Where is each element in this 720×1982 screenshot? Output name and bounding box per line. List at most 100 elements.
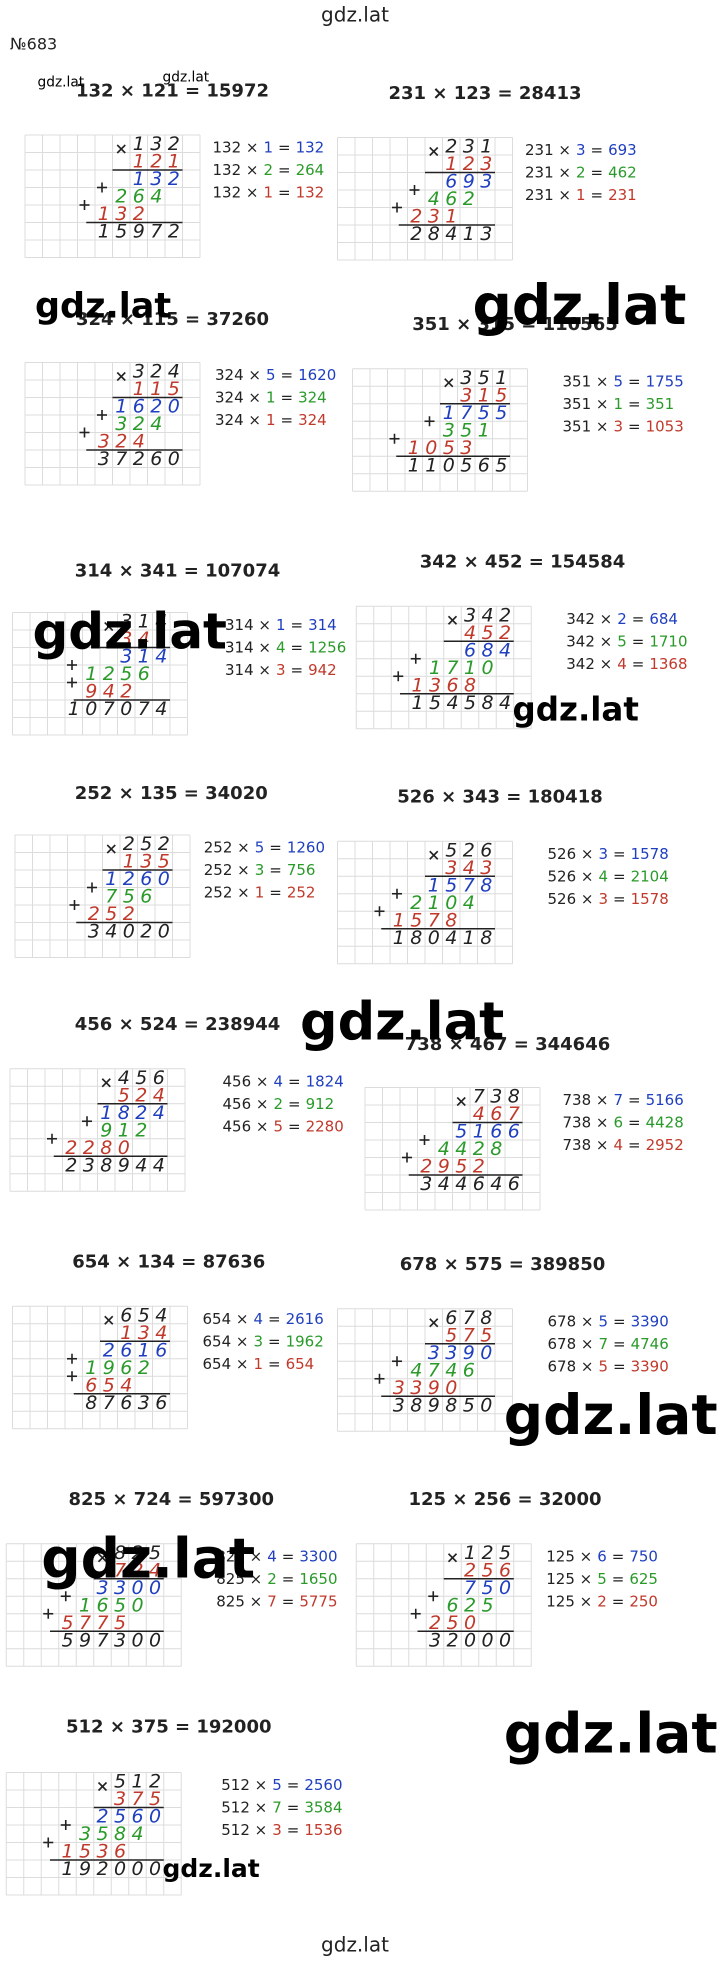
step-part: 2 — [617, 609, 627, 627]
step-part: 1755 — [646, 372, 684, 390]
partial-product: 625 — [446, 1594, 493, 1616]
step-part: 2280 — [306, 1117, 344, 1135]
step-line: 512 × 7 = 3584 — [221, 1798, 342, 1816]
partial-product: 231 — [410, 206, 457, 228]
step-part: 1 — [266, 411, 276, 429]
step-part: = — [281, 411, 294, 429]
step-part: 324 × — [215, 388, 261, 406]
step-part: 3 — [598, 889, 608, 907]
step-part: = — [281, 366, 294, 384]
step-part: 351 × — [563, 417, 609, 435]
multiplier: 575 — [445, 1324, 492, 1346]
step-part: 3 — [255, 861, 265, 879]
step-part: 342 × — [566, 609, 612, 627]
product: 37260 — [98, 448, 180, 470]
step-part: = — [612, 1547, 625, 1565]
times-sign — [104, 621, 114, 632]
step-part: 7 — [267, 1592, 277, 1610]
step-part: 342 × — [566, 654, 612, 672]
step-line: 231 × 2 = 462 — [525, 163, 637, 181]
times-sign — [104, 1315, 114, 1325]
times-sign — [97, 1781, 108, 1792]
step-line: 125 × 5 = 625 — [546, 1569, 658, 1587]
step-part: 1 — [576, 186, 586, 204]
step-part: 2952 — [646, 1136, 684, 1154]
multiplier: 724 — [114, 1559, 161, 1581]
multiplicand: 678 — [445, 1307, 492, 1329]
times-sign — [444, 378, 454, 388]
step-line: 526 × 3 = 1578 — [548, 844, 669, 862]
multiplier: 343 — [445, 857, 492, 879]
step-part: 314 × — [225, 616, 271, 634]
partial-product: 750 — [464, 1577, 511, 1599]
partial-product: 684 — [464, 639, 511, 661]
step-part: 252 × — [204, 838, 250, 856]
watermark: gdz.lat — [163, 70, 210, 86]
step-part: 684 — [649, 609, 678, 627]
step-part: 825 × — [216, 1547, 262, 1565]
step-part: 264 — [296, 161, 325, 179]
times-sign — [456, 1096, 466, 1107]
times-sign — [447, 1553, 458, 1563]
step-part: 4 — [617, 654, 627, 672]
step-part: 912 — [306, 1094, 335, 1112]
step-part: 2560 — [304, 1776, 342, 1794]
step-part: 3 — [272, 1821, 282, 1839]
multiplicand: 456 — [118, 1067, 165, 1089]
step-part: 654 — [286, 1354, 315, 1372]
step-part: 125 × — [546, 1569, 592, 1587]
step-part: = — [288, 1072, 301, 1090]
multiplier: 123 — [445, 153, 492, 175]
step-part: = — [268, 1309, 281, 1327]
step-part: 132 — [296, 138, 325, 156]
step-line: 678 × 5 = 3390 — [548, 1357, 669, 1375]
step-part: = — [282, 1547, 295, 1565]
step-part: 1 — [263, 183, 273, 201]
problem-title: 456 × 524 = 238944 — [75, 1014, 281, 1035]
multiplier: 467 — [473, 1103, 520, 1125]
step-part: 1962 — [286, 1332, 324, 1350]
times-sign — [429, 850, 439, 860]
step-part: = — [628, 1136, 641, 1154]
step-part: 5166 — [646, 1091, 684, 1109]
step-part: 1 — [266, 388, 276, 406]
step-line: 654 × 3 = 1962 — [203, 1332, 324, 1350]
multiplier: 135 — [123, 851, 170, 873]
step-part: = — [287, 1798, 300, 1816]
step-line: 654 × 4 = 2616 — [203, 1309, 324, 1327]
product: 87636 — [85, 1392, 167, 1414]
step-part: = — [282, 1592, 295, 1610]
step-line: 125 × 6 = 750 — [546, 1547, 658, 1565]
step-part: = — [282, 1569, 295, 1587]
step-part: 462 — [608, 163, 637, 181]
problem-title: 132 × 121 = 15972 — [76, 80, 269, 101]
partial-product: 250 — [429, 1612, 476, 1634]
step-part: 512 × — [221, 1821, 267, 1839]
multiplicand: 231 — [445, 136, 492, 158]
step-part: 1260 — [287, 838, 325, 856]
product: 32000 — [429, 1629, 511, 1651]
step-part: = — [268, 1332, 281, 1350]
step-part: 314 × — [225, 638, 271, 656]
multiplicand: 738 — [473, 1086, 520, 1108]
step-part: 5 — [273, 1117, 283, 1135]
step-line: 456 × 4 = 1824 — [223, 1072, 344, 1090]
step-line: 342 × 4 = 1368 — [566, 654, 687, 672]
step-part: 5 — [266, 366, 276, 384]
site-footer: gdz.lat — [321, 1933, 389, 1957]
watermark: gdz.lat — [513, 690, 639, 728]
step-part: 7 — [613, 1091, 623, 1109]
step-line: 351 × 3 = 1053 — [563, 417, 684, 435]
step-part: 7 — [272, 1798, 282, 1816]
step-part: = — [291, 661, 304, 679]
multiplicand: 132 — [133, 133, 180, 155]
step-part: = — [268, 1354, 281, 1372]
step-part: 132 × — [213, 138, 259, 156]
step-part: 693 — [608, 141, 637, 159]
watermark: gdz.lat — [473, 273, 687, 337]
step-line: 512 × 5 = 2560 — [221, 1776, 342, 1794]
multiplier: 134 — [120, 1322, 167, 1344]
step-part: 3 — [613, 417, 623, 435]
times-sign — [429, 1318, 439, 1328]
problem-title: 351 × 315 = 110565 — [412, 314, 618, 335]
